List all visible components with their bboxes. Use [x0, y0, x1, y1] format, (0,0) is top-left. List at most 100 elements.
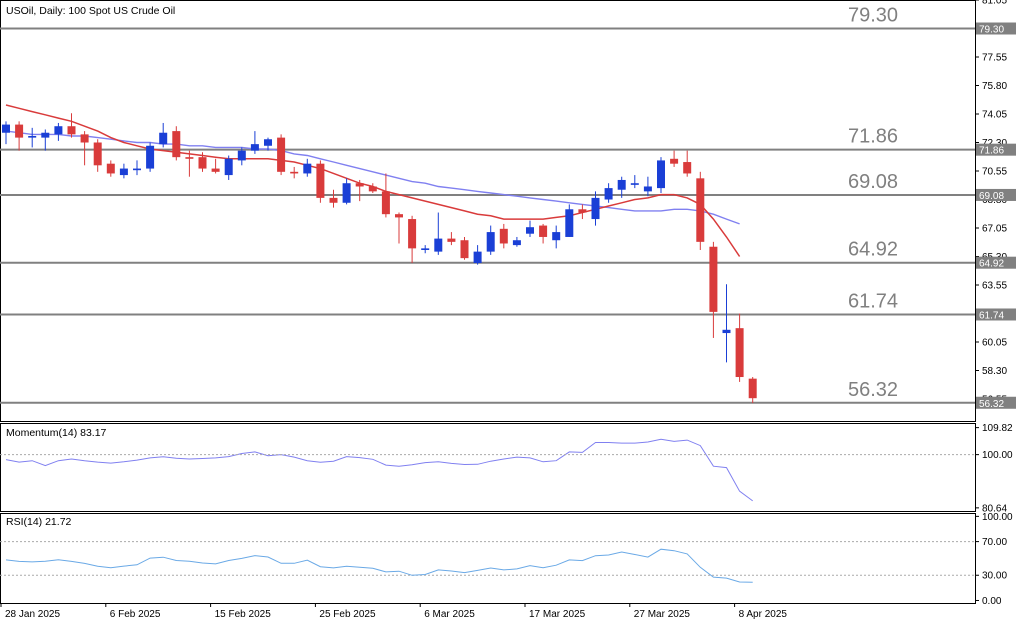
candle-body: [722, 329, 731, 334]
candle-body: [159, 132, 168, 145]
y-tick-label: 100.00: [982, 450, 1013, 461]
momentum-line: [5, 438, 753, 502]
candle-body: [486, 232, 495, 252]
candle-body: [80, 134, 89, 143]
moving-average-blue-line: [5, 130, 740, 225]
y-tick-label: 67.05: [982, 224, 1007, 235]
candle-body: [211, 168, 220, 172]
y-tick-label: 0.00: [982, 596, 1002, 607]
candle-body: [565, 209, 574, 237]
level-value-label: 56.32: [848, 379, 898, 401]
y-tick-label: 58.30: [982, 366, 1007, 377]
candle-body: [368, 186, 377, 192]
candle-body: [499, 228, 508, 244]
y-tick-label: 100.00: [982, 512, 1013, 523]
x-tick-label: 28 Jan 2025: [5, 609, 60, 620]
rsi-panel: 100.00 70.00 30.00 0.00: [0, 512, 1013, 607]
candle-body: [355, 183, 364, 187]
candle-body: [578, 209, 587, 213]
candle-body: [277, 137, 286, 172]
level-value-label: 79.30: [848, 5, 898, 27]
main-chart-title: USOil, Daily: 100 Spot US Crude Oil: [6, 5, 175, 17]
candle-body: [421, 248, 430, 250]
candle-body: [408, 219, 417, 249]
x-tick-label: 6 Feb 2025: [110, 609, 161, 620]
level-price-badge: [976, 22, 1016, 35]
x-tick-label: 25 Feb 2025: [319, 609, 376, 620]
candle-body: [198, 157, 207, 169]
rsi-line: [5, 548, 753, 583]
y-tick-label: 80.64: [982, 503, 1007, 514]
candle-body: [657, 160, 665, 189]
candle-body: [250, 144, 259, 151]
candle-body: [604, 188, 613, 200]
candle-body: [617, 179, 626, 190]
rsi-title: RSI(14) 21.72: [6, 516, 72, 528]
candle-body: [146, 145, 155, 169]
candle-body: [460, 240, 469, 259]
level-price-badge-text: 64.92: [979, 259, 1004, 270]
candle-body: [28, 135, 37, 138]
candle-body: [670, 158, 679, 164]
candle-body: [224, 158, 233, 176]
candle-body: [434, 238, 443, 252]
candle-body: [290, 171, 299, 174]
level-price-badge: [976, 396, 1016, 409]
level-price-badge: [976, 308, 1016, 321]
y-tick-label: 60.05: [982, 338, 1007, 349]
candle-body: [447, 238, 456, 242]
panel-frame: [0, 513, 976, 604]
level-price-badge-text: 71.86: [979, 146, 1004, 157]
candle-body: [237, 150, 246, 161]
candle-body: [342, 183, 351, 203]
candle-body: [133, 168, 141, 171]
candle-body: [67, 126, 76, 135]
moving-average-red-line: [5, 104, 741, 257]
candle-body: [591, 197, 600, 220]
candle-body: [696, 178, 705, 242]
candle-body: [630, 183, 639, 185]
y-tick-label: 72.30: [982, 138, 1007, 149]
candle-body: [54, 126, 63, 135]
x-tick-label: 27 Mar 2025: [634, 609, 691, 620]
candle-body: [41, 132, 50, 138]
panel-frame: [0, 0, 976, 422]
candle-body: [172, 131, 181, 158]
level-value-label: 71.86: [848, 126, 898, 148]
candle-body: [316, 163, 325, 198]
y-tick-label: 30.00: [982, 571, 1007, 582]
candle-body: [526, 227, 534, 234]
level-value-label: 69.08: [848, 171, 898, 193]
x-tick-label: 6 Mar 2025: [424, 609, 475, 620]
y-tick-label: 63.55: [982, 281, 1007, 292]
candle-body: [106, 163, 115, 174]
momentum-panel: 109.82 100.00 80.64: [0, 423, 1013, 514]
candle-body: [2, 124, 10, 133]
candle-body: [512, 240, 521, 246]
candle-body: [683, 162, 692, 174]
level-price-badge-text: 61.74: [979, 310, 1004, 321]
candle-body: [15, 124, 24, 138]
y-tick-label: 81.05: [982, 0, 1007, 7]
y-tick-label: 77.55: [982, 53, 1007, 64]
y-tick-label: 70.00: [982, 537, 1007, 548]
x-tick-label: 8 Apr 2025: [739, 609, 788, 620]
level-price-badge-text: 69.08: [979, 191, 1004, 202]
candle-body: [381, 191, 390, 215]
level-price-badge-text: 56.32: [979, 399, 1004, 410]
y-tick-label: 75.80: [982, 81, 1007, 92]
x-tick-label: 15 Feb 2025: [215, 609, 272, 620]
candle-body: [643, 186, 652, 192]
y-tick-label: 70.55: [982, 167, 1007, 178]
momentum-title: Momentum(14) 83.17: [6, 427, 107, 439]
candle-body: [329, 197, 338, 203]
candle-body: [395, 214, 403, 218]
candle-body: [473, 251, 482, 264]
y-tick-label: 74.05: [982, 110, 1007, 121]
candle-body: [539, 225, 548, 237]
candle-body: [552, 232, 561, 241]
candle-body: [264, 139, 272, 146]
main-panel: 81.0579.3077.5575.8074.0572.3070.5568.80…: [0, 0, 1016, 422]
candle-body: [709, 246, 718, 312]
